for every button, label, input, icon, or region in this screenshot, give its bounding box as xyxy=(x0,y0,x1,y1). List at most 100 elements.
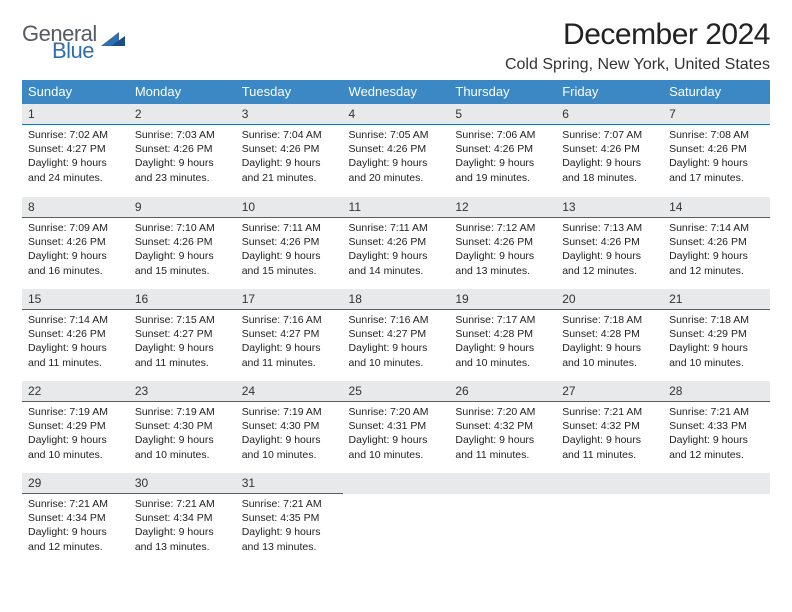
daylight-line-2: and 12 minutes. xyxy=(669,264,764,278)
daylight-line-1: Daylight: 9 hours xyxy=(669,156,764,170)
weekday-header: Tuesday xyxy=(236,80,343,104)
daylight-line-1: Daylight: 9 hours xyxy=(28,341,123,355)
sunset-line: Sunset: 4:26 PM xyxy=(562,235,657,249)
sunset-line: Sunset: 4:27 PM xyxy=(28,142,123,156)
daylight-line-2: and 11 minutes. xyxy=(242,356,337,370)
calendar-cell: 29Sunrise: 7:21 AMSunset: 4:34 PMDayligh… xyxy=(22,472,129,564)
month-title: December 2024 xyxy=(505,18,770,52)
calendar-header-row: SundayMondayTuesdayWednesdayThursdayFrid… xyxy=(22,80,770,104)
day-details: Sunrise: 7:11 AMSunset: 4:26 PMDaylight:… xyxy=(343,218,450,282)
sunrise-line: Sunrise: 7:20 AM xyxy=(455,405,550,419)
day-details: Sunrise: 7:02 AMSunset: 4:27 PMDaylight:… xyxy=(22,125,129,189)
calendar-cell: 19Sunrise: 7:17 AMSunset: 4:28 PMDayligh… xyxy=(449,288,556,380)
daylight-line-1: Daylight: 9 hours xyxy=(242,525,337,539)
sunset-line: Sunset: 4:26 PM xyxy=(28,327,123,341)
daylight-line-1: Daylight: 9 hours xyxy=(562,433,657,447)
daylight-line-2: and 21 minutes. xyxy=(242,171,337,185)
calendar-cell: 17Sunrise: 7:16 AMSunset: 4:27 PMDayligh… xyxy=(236,288,343,380)
weekday-header: Thursday xyxy=(449,80,556,104)
calendar-table: SundayMondayTuesdayWednesdayThursdayFrid… xyxy=(22,80,770,565)
day-number: 20 xyxy=(556,289,663,310)
sunset-line: Sunset: 4:26 PM xyxy=(455,142,550,156)
sunset-line: Sunset: 4:26 PM xyxy=(242,142,337,156)
day-number: 31 xyxy=(236,473,343,494)
day-number: 28 xyxy=(663,381,770,402)
daylight-line-1: Daylight: 9 hours xyxy=(455,249,550,263)
daylight-line-1: Daylight: 9 hours xyxy=(669,249,764,263)
sunrise-line: Sunrise: 7:04 AM xyxy=(242,128,337,142)
calendar-week-row: 29Sunrise: 7:21 AMSunset: 4:34 PMDayligh… xyxy=(22,472,770,564)
calendar-cell: 28Sunrise: 7:21 AMSunset: 4:33 PMDayligh… xyxy=(663,380,770,472)
calendar-week-row: 22Sunrise: 7:19 AMSunset: 4:29 PMDayligh… xyxy=(22,380,770,472)
calendar-cell: 3Sunrise: 7:04 AMSunset: 4:26 PMDaylight… xyxy=(236,104,343,196)
sunrise-line: Sunrise: 7:05 AM xyxy=(349,128,444,142)
daylight-line-2: and 12 minutes. xyxy=(669,448,764,462)
daylight-line-1: Daylight: 9 hours xyxy=(562,156,657,170)
calendar-cell: 20Sunrise: 7:18 AMSunset: 4:28 PMDayligh… xyxy=(556,288,663,380)
day-number: 17 xyxy=(236,289,343,310)
sunset-line: Sunset: 4:26 PM xyxy=(562,142,657,156)
calendar-cell: 22Sunrise: 7:19 AMSunset: 4:29 PMDayligh… xyxy=(22,380,129,472)
daylight-line-1: Daylight: 9 hours xyxy=(135,341,230,355)
sunset-line: Sunset: 4:30 PM xyxy=(135,419,230,433)
daylight-line-1: Daylight: 9 hours xyxy=(135,249,230,263)
sunset-line: Sunset: 4:29 PM xyxy=(28,419,123,433)
day-details: Sunrise: 7:21 AMSunset: 4:33 PMDaylight:… xyxy=(663,402,770,466)
sunset-line: Sunset: 4:31 PM xyxy=(349,419,444,433)
day-details: Sunrise: 7:03 AMSunset: 4:26 PMDaylight:… xyxy=(129,125,236,189)
sunrise-line: Sunrise: 7:21 AM xyxy=(562,405,657,419)
day-details: Sunrise: 7:20 AMSunset: 4:31 PMDaylight:… xyxy=(343,402,450,466)
day-details: Sunrise: 7:19 AMSunset: 4:30 PMDaylight:… xyxy=(129,402,236,466)
sunset-line: Sunset: 4:26 PM xyxy=(669,142,764,156)
sunrise-line: Sunrise: 7:20 AM xyxy=(349,405,444,419)
sunset-line: Sunset: 4:26 PM xyxy=(135,142,230,156)
day-number: 26 xyxy=(449,381,556,402)
daylight-line-2: and 14 minutes. xyxy=(349,264,444,278)
day-details: Sunrise: 7:14 AMSunset: 4:26 PMDaylight:… xyxy=(663,218,770,282)
day-details: Sunrise: 7:18 AMSunset: 4:28 PMDaylight:… xyxy=(556,310,663,374)
sunrise-line: Sunrise: 7:12 AM xyxy=(455,221,550,235)
daylight-line-1: Daylight: 9 hours xyxy=(455,433,550,447)
daylight-line-2: and 12 minutes. xyxy=(562,264,657,278)
daylight-line-2: and 13 minutes. xyxy=(242,540,337,554)
daylight-line-1: Daylight: 9 hours xyxy=(349,341,444,355)
sunset-line: Sunset: 4:32 PM xyxy=(455,419,550,433)
sunrise-line: Sunrise: 7:11 AM xyxy=(349,221,444,235)
day-number: 8 xyxy=(22,197,129,218)
sunset-line: Sunset: 4:30 PM xyxy=(242,419,337,433)
daylight-line-2: and 10 minutes. xyxy=(455,356,550,370)
sunset-line: Sunset: 4:29 PM xyxy=(669,327,764,341)
day-number: 9 xyxy=(129,197,236,218)
day-details: Sunrise: 7:17 AMSunset: 4:28 PMDaylight:… xyxy=(449,310,556,374)
calendar-cell: 18Sunrise: 7:16 AMSunset: 4:27 PMDayligh… xyxy=(343,288,450,380)
calendar-cell: 10Sunrise: 7:11 AMSunset: 4:26 PMDayligh… xyxy=(236,196,343,288)
calendar-cell: 27Sunrise: 7:21 AMSunset: 4:32 PMDayligh… xyxy=(556,380,663,472)
weekday-header: Saturday xyxy=(663,80,770,104)
day-details: Sunrise: 7:19 AMSunset: 4:29 PMDaylight:… xyxy=(22,402,129,466)
daylight-line-1: Daylight: 9 hours xyxy=(135,156,230,170)
daylight-line-1: Daylight: 9 hours xyxy=(28,249,123,263)
calendar-week-row: 15Sunrise: 7:14 AMSunset: 4:26 PMDayligh… xyxy=(22,288,770,380)
sunset-line: Sunset: 4:26 PM xyxy=(242,235,337,249)
day-number: 19 xyxy=(449,289,556,310)
brand-logo: General Blue xyxy=(22,24,127,61)
daylight-line-2: and 19 minutes. xyxy=(455,171,550,185)
calendar-cell: 30Sunrise: 7:21 AMSunset: 4:34 PMDayligh… xyxy=(129,472,236,564)
calendar-cell: 7Sunrise: 7:08 AMSunset: 4:26 PMDaylight… xyxy=(663,104,770,196)
day-number: 14 xyxy=(663,197,770,218)
daylight-line-1: Daylight: 9 hours xyxy=(669,341,764,355)
sunrise-line: Sunrise: 7:19 AM xyxy=(28,405,123,419)
sunrise-line: Sunrise: 7:11 AM xyxy=(242,221,337,235)
daylight-line-2: and 10 minutes. xyxy=(669,356,764,370)
day-details: Sunrise: 7:16 AMSunset: 4:27 PMDaylight:… xyxy=(236,310,343,374)
daylight-line-2: and 24 minutes. xyxy=(28,171,123,185)
daylight-line-2: and 15 minutes. xyxy=(242,264,337,278)
daylight-line-2: and 18 minutes. xyxy=(562,171,657,185)
sunrise-line: Sunrise: 7:21 AM xyxy=(28,497,123,511)
day-details: Sunrise: 7:21 AMSunset: 4:34 PMDaylight:… xyxy=(129,494,236,558)
daylight-line-1: Daylight: 9 hours xyxy=(562,249,657,263)
weekday-header: Wednesday xyxy=(343,80,450,104)
calendar-cell xyxy=(556,472,663,564)
day-number: 24 xyxy=(236,381,343,402)
calendar-cell: 21Sunrise: 7:18 AMSunset: 4:29 PMDayligh… xyxy=(663,288,770,380)
